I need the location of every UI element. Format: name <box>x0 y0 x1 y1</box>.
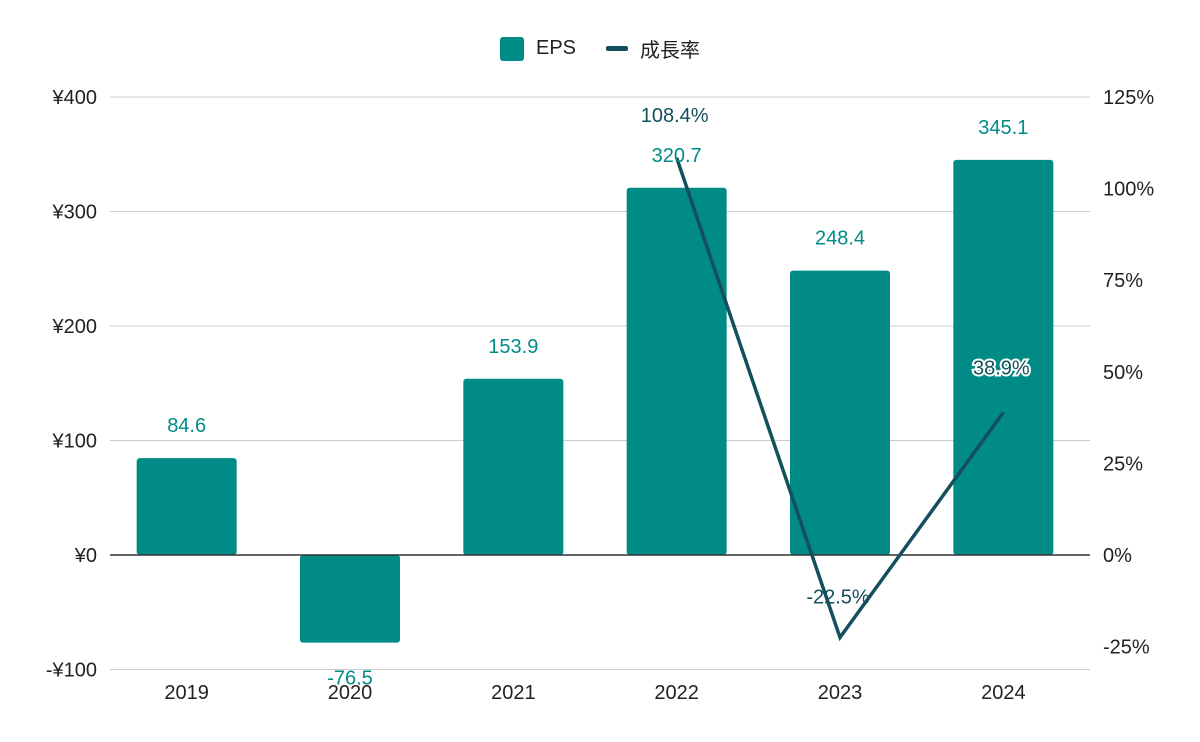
y-right-tick-label: 0% <box>1103 545 1132 567</box>
y-right-tick-label: 100% <box>1103 179 1154 201</box>
legend-label-growth: 成長率 <box>640 40 701 62</box>
line-growth-rate <box>675 157 1005 642</box>
y-right-tick-label: 75% <box>1103 270 1143 292</box>
data-label-eps: -76.5 <box>327 668 373 690</box>
label-layer: 84.6 -76.5 153.9 320.7 248.4 345.1 108.4% -22.5… <box>167 105 1032 690</box>
data-label-eps: 153.9 <box>488 336 538 358</box>
line-layer <box>675 157 1005 642</box>
axis-layer: -¥100 ¥0 ¥100 ¥200 ¥300 ¥400 -25% 0% 25% 50% 75% 10… <box>46 87 1155 704</box>
y-left-tick-label: ¥300 <box>52 202 98 224</box>
data-label-eps: 345.1 <box>978 117 1028 139</box>
grid-layer <box>110 96 1090 670</box>
data-label-eps: 84.6 <box>167 415 206 437</box>
bar-eps-2022 <box>626 187 727 555</box>
legend-swatch-eps <box>499 36 524 61</box>
bar-eps-2020 <box>300 555 400 643</box>
legend-label-eps: EPS <box>535 37 577 59</box>
y-right-tick-label: -25% <box>1103 637 1150 659</box>
bar-eps-2019 <box>136 458 237 555</box>
data-label-eps: 320.7 <box>652 145 702 167</box>
bar-layer <box>136 159 1054 643</box>
y-left-tick-label: ¥200 <box>52 316 98 338</box>
x-tick-label: 2023 <box>818 682 863 704</box>
y-left-tick-label: ¥0 <box>74 545 97 567</box>
x-tick-label: 2019 <box>164 682 209 704</box>
data-label-growth: 38.9% <box>973 357 1030 379</box>
y-left-tick-label: -¥100 <box>46 660 97 682</box>
x-tick-label: 2022 <box>654 682 699 704</box>
data-label-eps: 248.4 <box>815 228 865 250</box>
legend-item-eps: EPS <box>499 36 577 61</box>
x-tick-label: 2020 <box>328 682 373 704</box>
bar-eps-2024 <box>953 159 1054 555</box>
x-tick-label: 2021 <box>491 682 536 704</box>
x-tick-label: 2024 <box>981 682 1026 704</box>
data-label-growth: -22.5% <box>806 586 870 608</box>
y-right-tick-label: 125% <box>1103 87 1154 109</box>
legend-swatch-growth <box>606 46 629 51</box>
bar-eps-2021 <box>463 378 564 555</box>
y-right-tick-label: 50% <box>1103 362 1143 384</box>
chart-legend: EPS 成長率 <box>0 34 1200 63</box>
data-label-growth: 108.4% <box>641 105 709 127</box>
bar-eps-2023 <box>790 270 890 555</box>
legend-item-growth: 成長率 <box>606 34 700 63</box>
y-left-tick-label: ¥400 <box>52 87 98 109</box>
y-right-tick-label: 25% <box>1103 453 1143 475</box>
y-left-tick-label: ¥100 <box>52 431 98 453</box>
